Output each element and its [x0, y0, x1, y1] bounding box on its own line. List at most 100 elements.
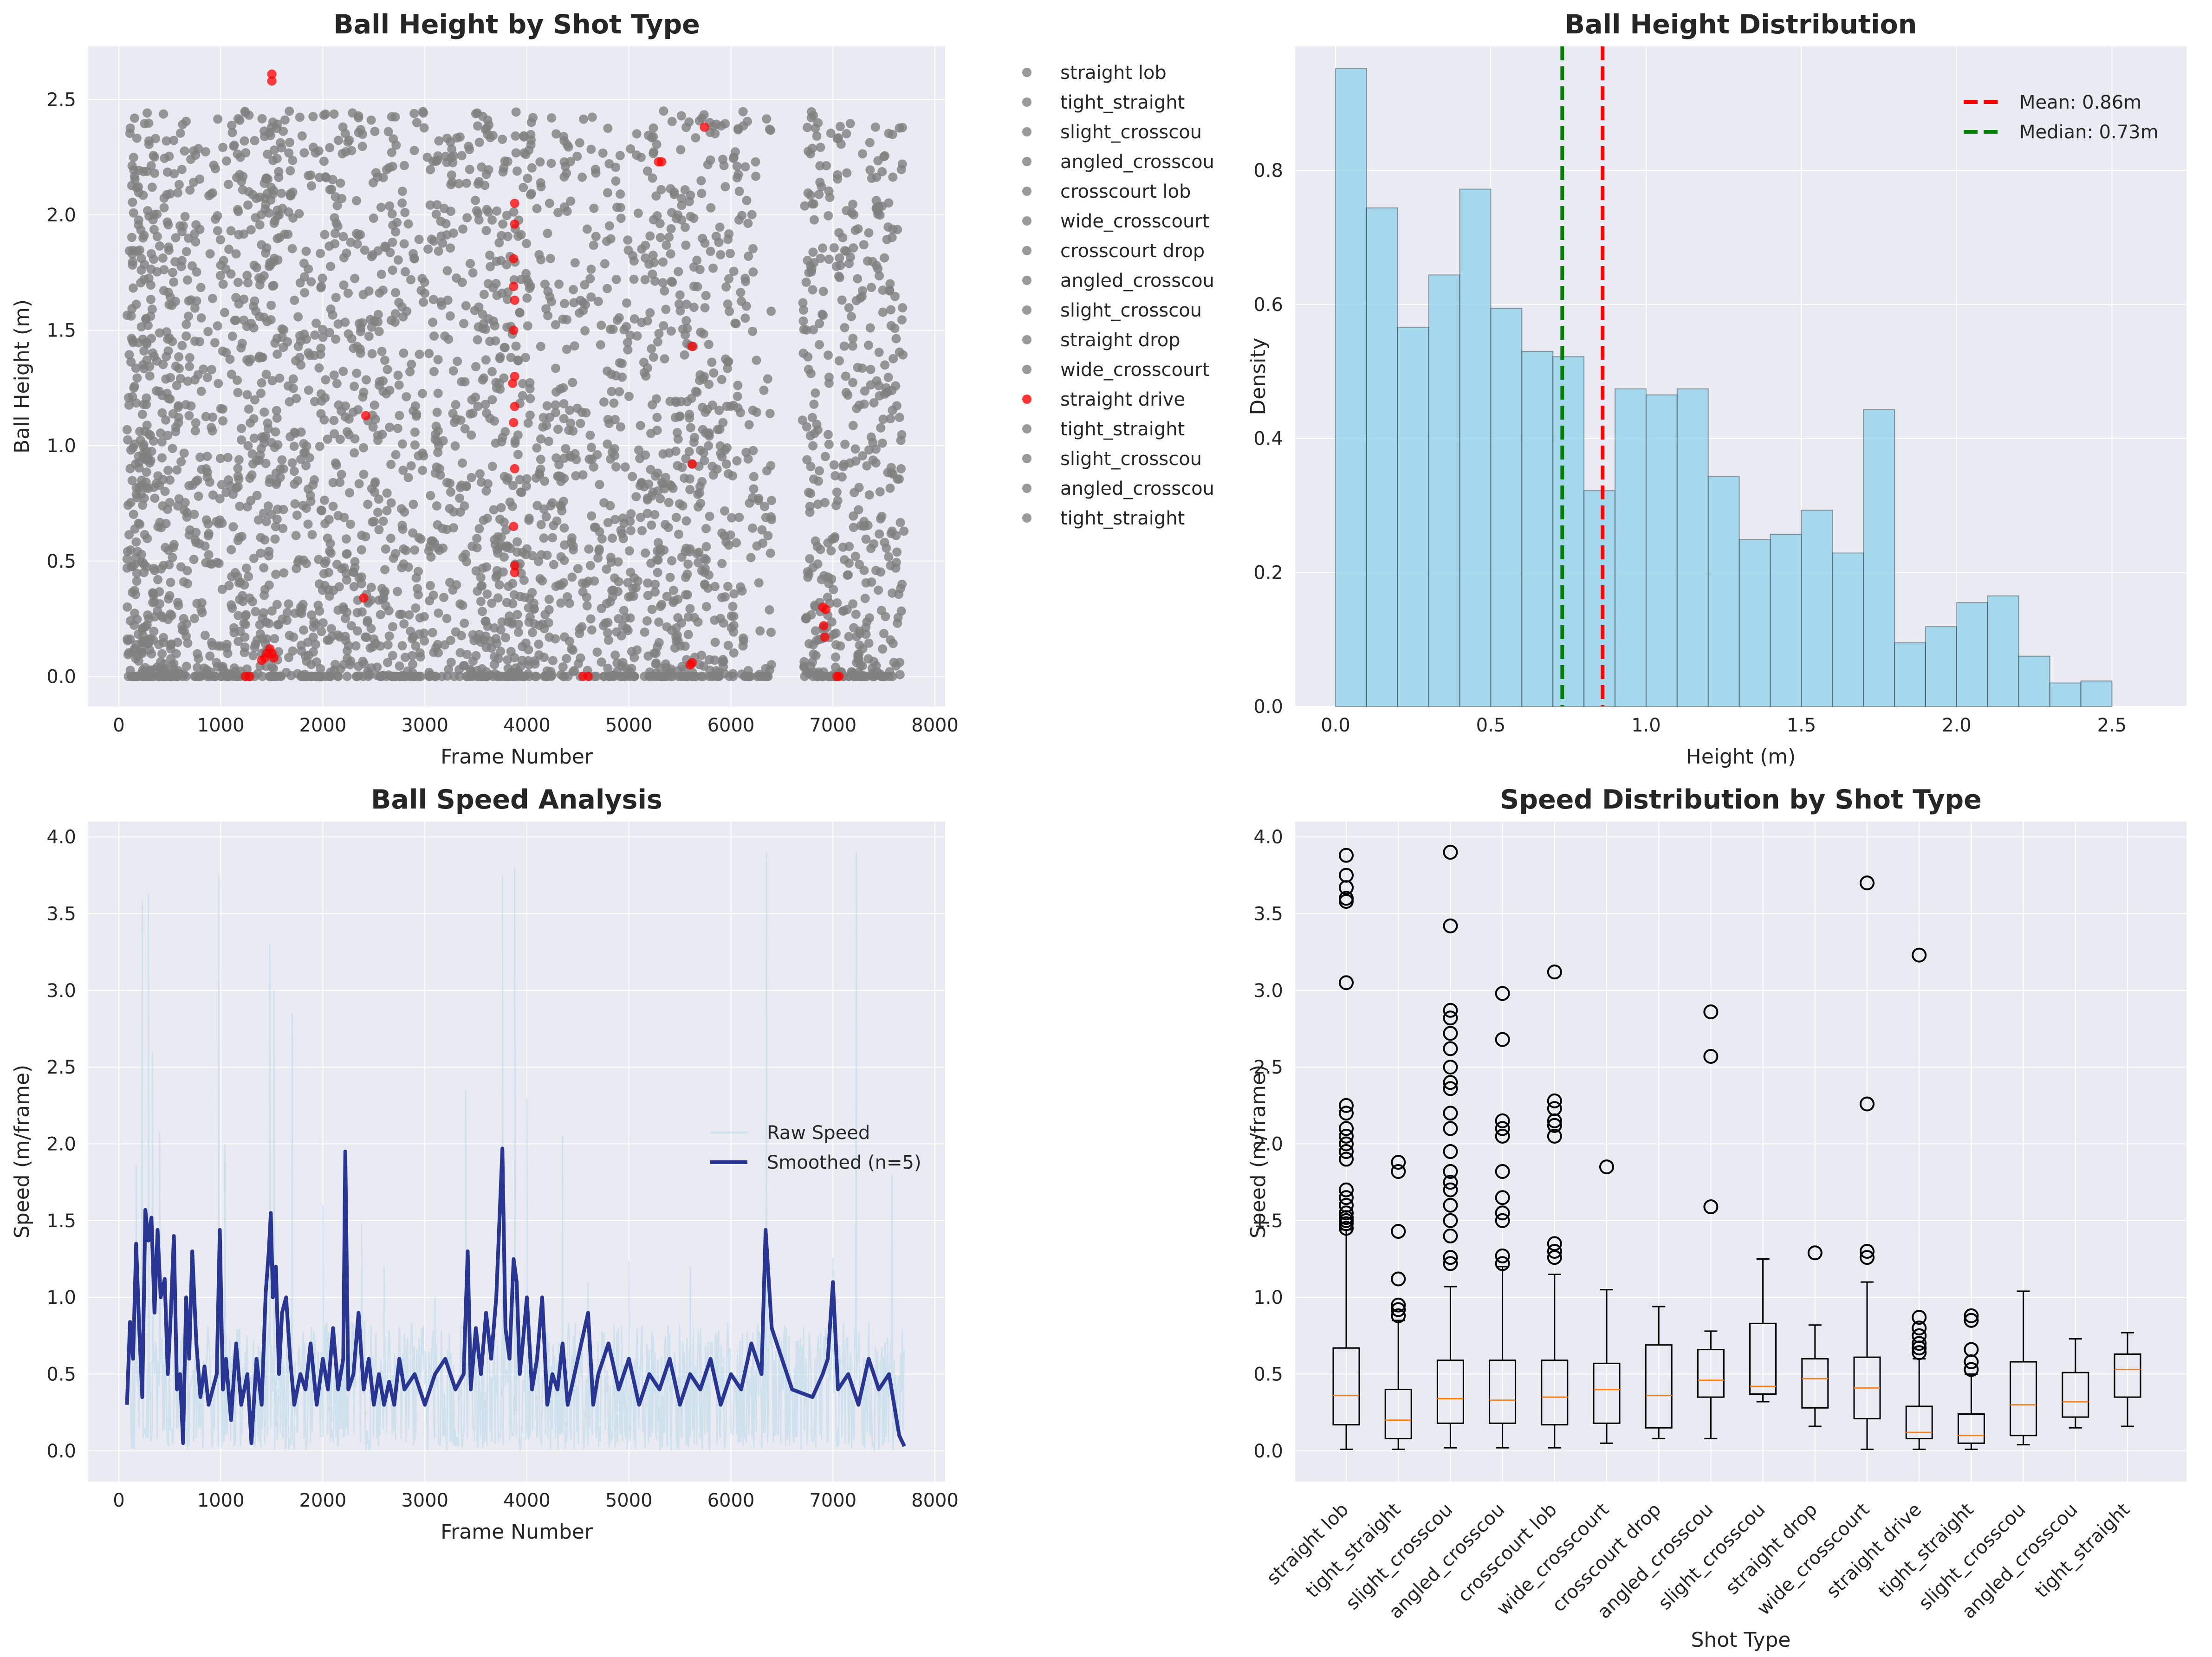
speed-ytick-label: 2.0 — [46, 1133, 76, 1155]
box-ytick-label: 2.5 — [1253, 1057, 1283, 1078]
legend-marker — [1022, 424, 1031, 434]
scatter-point — [393, 370, 403, 380]
scatter-point — [347, 621, 357, 631]
scatter-point — [473, 121, 483, 131]
scatter-point — [724, 356, 733, 366]
scatter-point — [285, 137, 295, 147]
scatter-point — [161, 518, 171, 528]
scatter-point — [623, 345, 633, 355]
scatter-point — [349, 382, 359, 391]
scatter-point — [140, 672, 149, 681]
legend-label: tight_straight — [1060, 508, 1185, 529]
scatter-point — [603, 518, 613, 528]
scatter-point — [298, 625, 308, 635]
scatter-point — [674, 267, 683, 277]
scatter-point — [382, 506, 392, 516]
scatter-point — [681, 572, 691, 582]
scatter-point — [124, 530, 134, 540]
scatter-point — [896, 464, 906, 473]
scatter-point — [369, 634, 379, 644]
scatter-point — [520, 353, 530, 362]
box-outlier — [1339, 1152, 1354, 1167]
scatter-point — [459, 319, 468, 329]
scatter-point — [391, 227, 401, 237]
scatter-point — [132, 493, 142, 503]
legend-marker — [1022, 484, 1031, 493]
scatter-point — [131, 398, 141, 408]
scatter-point — [878, 307, 888, 317]
scatter-point — [333, 319, 343, 329]
scatter-point — [247, 449, 257, 459]
scatter-point — [163, 466, 173, 475]
scatter-point — [806, 489, 816, 498]
scatter-point — [641, 450, 650, 460]
scatter-point — [169, 540, 179, 550]
scatter-point — [586, 614, 596, 624]
scatter-point — [536, 255, 546, 265]
scatter-point — [426, 165, 435, 175]
scatter-point — [217, 584, 227, 594]
scatter-point — [265, 474, 275, 484]
legend-marker — [1022, 513, 1031, 523]
speed-xtick-label: 3000 — [401, 1490, 448, 1511]
scatter-point — [236, 343, 246, 353]
scatter-point — [643, 590, 653, 600]
scatter-point — [536, 454, 545, 464]
box-outlier — [1339, 1197, 1354, 1213]
scatter-point — [866, 365, 876, 375]
scatter-point — [570, 341, 579, 351]
scatter-point — [385, 248, 395, 258]
histogram-xtick-label: 2.5 — [2097, 715, 2127, 736]
scatter-point — [628, 583, 638, 593]
scatter-point — [350, 434, 360, 444]
scatter-point — [221, 672, 231, 681]
scatter-point — [257, 114, 267, 123]
scatter-point — [811, 388, 820, 398]
scatter-point — [585, 274, 595, 284]
scatter-point — [474, 524, 484, 534]
scatter-point — [513, 356, 523, 366]
speed-ytick-label: 3.5 — [46, 903, 76, 925]
scatter-point — [642, 316, 652, 326]
scatter-point — [618, 534, 628, 544]
scatter-point — [685, 604, 695, 614]
scatter-point — [243, 441, 253, 451]
scatter-point — [468, 268, 478, 278]
box-outlier — [1599, 1159, 1614, 1175]
scatter-point — [323, 533, 332, 543]
scatter-point — [542, 421, 551, 430]
scatter-point — [364, 331, 374, 341]
scatter-point — [503, 655, 512, 665]
scatter-point — [523, 321, 532, 331]
scatter-point — [133, 629, 143, 639]
scatter-point — [603, 663, 613, 673]
scatter-point — [646, 558, 656, 568]
scatter-point — [494, 580, 504, 590]
scatter-point — [505, 497, 515, 507]
scatter-point-red — [510, 568, 519, 577]
scatter-point — [851, 296, 861, 305]
scatter-point — [649, 149, 658, 158]
scatter-point — [850, 488, 859, 498]
scatter-point — [472, 543, 482, 553]
scatter-point — [438, 544, 448, 553]
histogram-ytick-label: 0.0 — [1253, 696, 1283, 718]
box-item — [2010, 1290, 2037, 1446]
scatter-point — [723, 582, 733, 591]
scatter-point — [393, 587, 402, 596]
scatter-point — [258, 672, 267, 681]
scatter-point-red — [510, 219, 519, 229]
scatter-point — [233, 471, 243, 481]
scatter-point — [135, 245, 145, 255]
scatter-point — [201, 464, 211, 473]
scatter-point — [153, 606, 162, 615]
scatter-point — [522, 474, 532, 484]
scatter-point — [508, 599, 518, 608]
scatter-point — [691, 133, 701, 142]
scatter-point — [824, 350, 833, 360]
scatter-point — [318, 273, 327, 283]
scatter-point — [650, 579, 660, 589]
scatter-point — [559, 414, 569, 423]
scatter-point — [149, 672, 159, 681]
scatter-point — [840, 323, 850, 332]
